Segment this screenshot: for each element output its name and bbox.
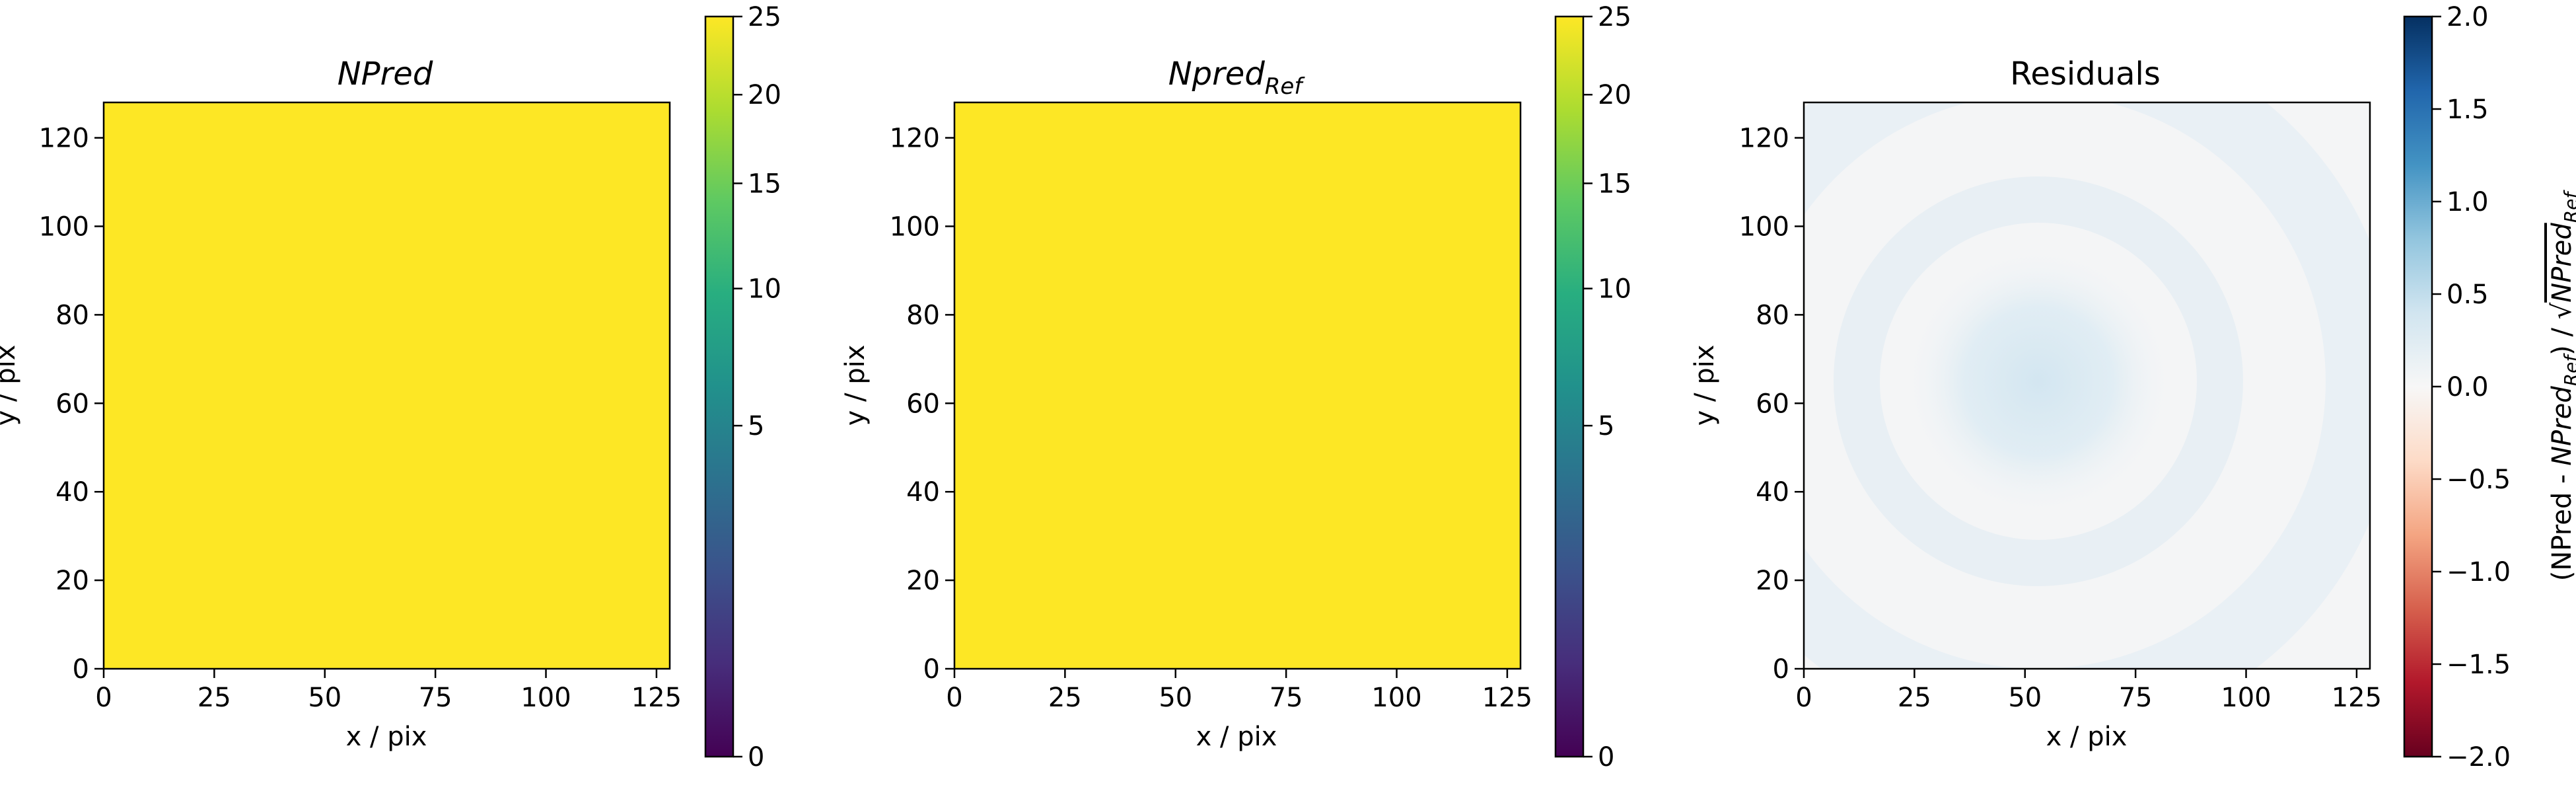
y-axis-label-npred-ref: y / pix (840, 345, 871, 426)
colorbar-tick-label: 1.5 (2447, 94, 2489, 125)
y-tick-label: 40 (1756, 477, 1789, 508)
colorbar-tick-label: 15 (1598, 169, 1631, 199)
x-tick-label: 125 (631, 683, 682, 713)
y-tick-label: 60 (906, 389, 940, 419)
x-tick-label: 75 (1270, 683, 1303, 713)
heatmap-residuals (1804, 102, 2370, 669)
panel-title-residuals: Residuals (2010, 56, 2161, 93)
yticks-residuals: 0 20 40 60 80 100 120 (1739, 124, 1804, 685)
panel-title-npred: NPred (338, 56, 433, 93)
colorbar-frame-npred (704, 15, 734, 758)
y-tick-label: 100 (890, 211, 940, 242)
colorbar-npred (705, 17, 733, 757)
colorbar-tick-label: 0.0 (2447, 372, 2489, 402)
colorbar-tick-label: 20 (1598, 80, 1631, 110)
colorbar-tick-label: 2.0 (2447, 2, 2489, 32)
colorbar-tick-label: −0.5 (2447, 465, 2511, 495)
colorbar-ticks-residuals: −2.0 −1.5 −1.0 −0.5 0.0 0.5 1.0 1.5 2.0 (2432, 2, 2511, 773)
heatmap-npred (104, 102, 670, 669)
residual-blob (1903, 246, 2174, 517)
x-tick-label: 100 (520, 683, 571, 713)
x-tick-label: 25 (1898, 683, 1931, 713)
y-tick-label: 120 (890, 124, 940, 154)
x-tick-label: 25 (1048, 683, 1082, 713)
plot-frame-npred-ref (953, 101, 1522, 670)
x-tick-label: 100 (2221, 683, 2271, 713)
xticks-npred-ref: 0 25 50 75 100 125 (946, 669, 1532, 713)
y-tick-label: 0 (923, 654, 940, 685)
colorbar-tick-label: 25 (1598, 2, 1631, 32)
colorbar-tick-label: 20 (748, 80, 781, 110)
x-tick-label: 0 (946, 683, 962, 713)
y-tick-label: 0 (73, 654, 89, 685)
x-axis-label-residuals: x / pix (2046, 722, 2128, 752)
colorbar-ticks-npred: 0 5 10 15 20 25 (733, 2, 781, 773)
colorbar-tick-label: 25 (748, 2, 781, 32)
panel-title-npred-ref: NpredRef (1168, 56, 1306, 100)
colorbar-tick-label: −2.0 (2447, 742, 2511, 773)
plot-frame-residuals (1803, 101, 2371, 670)
y-tick-label: 100 (39, 211, 89, 242)
x-tick-label: 100 (1371, 683, 1421, 713)
x-tick-label: 50 (1159, 683, 1192, 713)
heatmap-npred-ref (954, 102, 1521, 669)
x-tick-label: 125 (1482, 683, 1532, 713)
y-tick-label: 20 (906, 566, 940, 596)
x-tick-label: 0 (95, 683, 112, 713)
x-tick-label: 25 (197, 683, 231, 713)
panel-residuals: Residuals 0 25 50 75 100 125 020406080100120 … (1690, 2, 2576, 773)
colorbar-tick-label: 0 (748, 742, 764, 773)
y-tick-label: 100 (1739, 211, 1789, 242)
y-tick-label: 0 (1773, 654, 1789, 685)
x-axis-label-npred-ref: x / pix (1196, 722, 1277, 752)
colorbar-npred-ref (1556, 17, 1583, 757)
y-tick-label: 40 (55, 477, 89, 508)
yticks-npred-ref: 0 20 40 60 80 100 120 (890, 124, 954, 685)
plot-frame-npred (102, 101, 671, 670)
xticks-residuals: 0 25 50 75 100 125 (1795, 669, 2382, 713)
colorbar-residuals (2404, 17, 2432, 757)
yticks-npred: 0 20 40 60 80 100 120 (39, 124, 104, 685)
colorbar-tick-label: −1.0 (2447, 557, 2511, 587)
y-axis-label-npred: y / pix (0, 345, 21, 426)
x-tick-label: 75 (2119, 683, 2153, 713)
y-tick-label: 20 (55, 566, 89, 596)
colorbar-tick-label: −1.5 (2447, 650, 2511, 680)
x-tick-label: 125 (2332, 683, 2382, 713)
y-tick-label: 80 (1756, 300, 1789, 330)
y-tick-label: 80 (55, 300, 89, 330)
y-tick-label: 40 (906, 477, 940, 508)
colorbar-tick-label: 0 (1598, 742, 1614, 773)
colorbar-tick-label: 0.5 (2447, 280, 2489, 310)
colorbar-frame-npred-ref (1554, 15, 1585, 758)
x-tick-label: 50 (308, 683, 341, 713)
colorbar-tick-label: 1.0 (2447, 187, 2489, 217)
y-tick-label: 120 (39, 124, 89, 154)
y-tick-label: 120 (1739, 124, 1789, 154)
colorbar-tick-label: 10 (1598, 274, 1631, 305)
colorbar-label-residuals: (NPred - NPredRef) / √NPredRef (2547, 190, 2576, 582)
residual-inner-ring (1834, 176, 2243, 586)
y-tick-label: 80 (906, 300, 940, 330)
colorbar-tick-label: 5 (748, 411, 764, 441)
y-tick-label: 60 (55, 389, 89, 419)
x-tick-label: 0 (1795, 683, 1812, 713)
colorbar-tick-label: 10 (748, 274, 781, 305)
y-axis-label-residuals: y / pix (1690, 345, 1720, 426)
xticks-npred: 0 25 50 75 100 125 (95, 669, 682, 713)
x-axis-label-npred: x / pix (346, 722, 427, 752)
y-tick-label: 60 (1756, 389, 1789, 419)
colorbar-tick-label: 15 (748, 169, 781, 199)
residual-outer-ring (1804, 102, 2370, 669)
x-tick-label: 75 (419, 683, 452, 713)
y-tick-label: 20 (1756, 566, 1789, 596)
colorbar-tick-label: 5 (1598, 411, 1614, 441)
colorbar-ticks-npred-ref: 0 5 10 15 20 25 (1583, 2, 1631, 773)
x-tick-label: 50 (2008, 683, 2042, 713)
